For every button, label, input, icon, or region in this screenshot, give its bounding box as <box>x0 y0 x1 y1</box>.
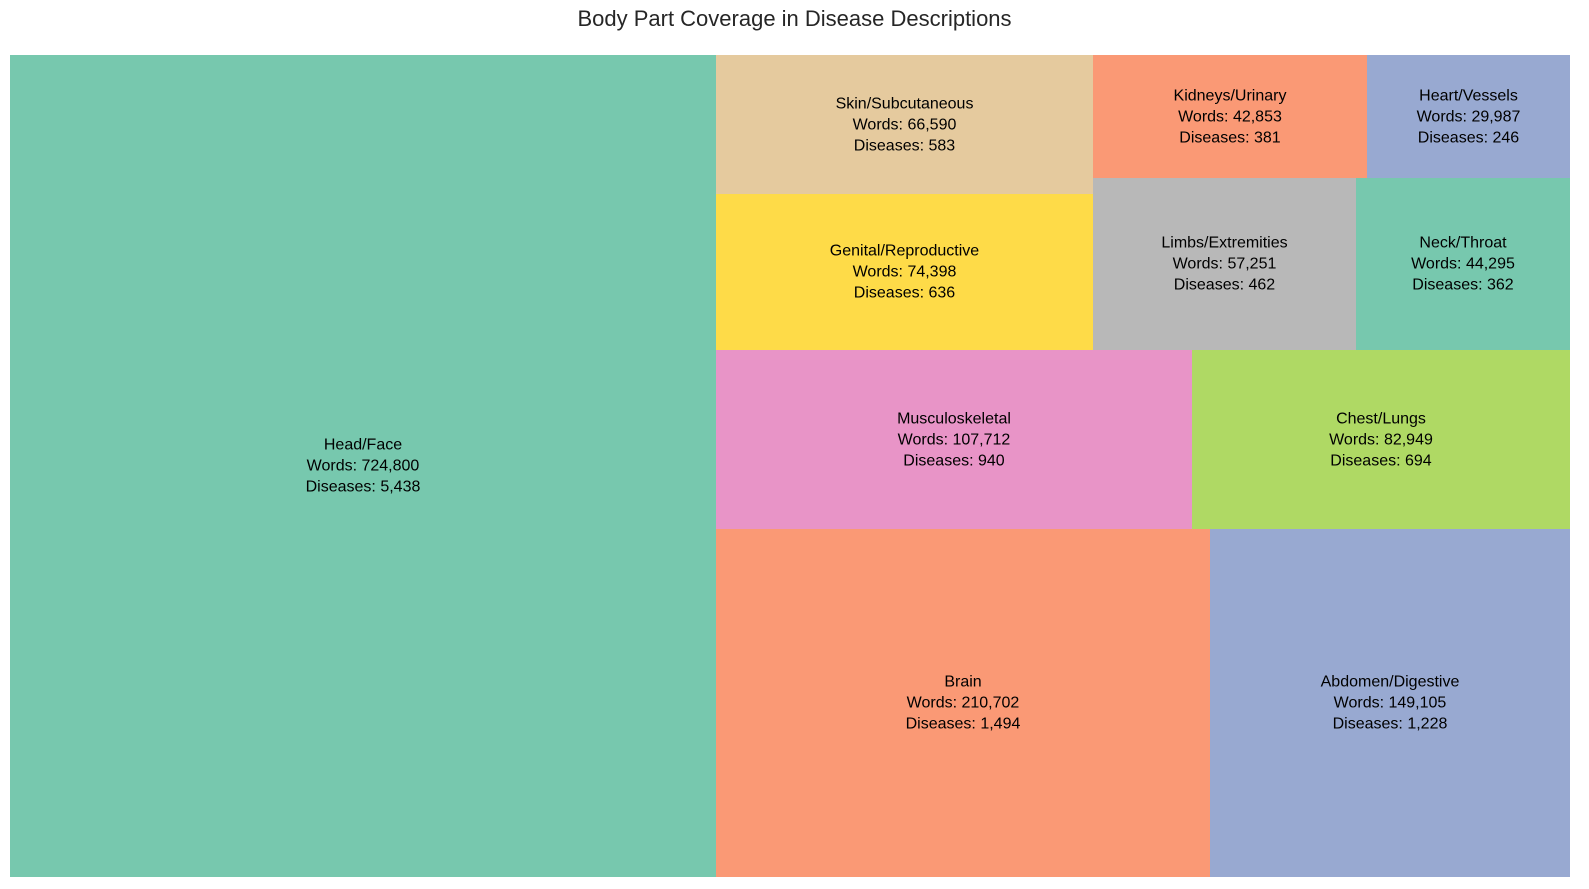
treemap-tile-abdomen-digestive: Abdomen/Digestive Words: 149,105 Diseases:… <box>1210 529 1570 877</box>
tile-diseases: Diseases: 246 <box>1417 129 1520 146</box>
tile-label: Neck/Throat Words: 44,295 Diseases: 362 <box>1356 233 1570 296</box>
tile-name: Kidneys/Urinary <box>1173 87 1287 104</box>
tile-name: Genital/Reproductive <box>829 242 980 260</box>
tile-label: Genital/Reproductive Words: 74,398 Disease… <box>716 241 1093 304</box>
treemap-tile-skin-subcutaneous: Skin/Subcutaneous Words: 66,590 Diseases: … <box>716 55 1093 194</box>
tile-name: Limbs/Extremities <box>1161 234 1288 252</box>
treemap-tile-genital-reproductive: Genital/Reproductive Words: 74,398 Disease… <box>716 194 1093 350</box>
tile-name: Skin/Subcutaneous <box>835 95 974 112</box>
tile-words: Words: 29,987 <box>1416 108 1521 125</box>
tile-words: Words: 107,712 <box>897 431 1011 448</box>
tile-label: Limbs/Extremities Words: 57,251 Diseases: … <box>1093 233 1356 296</box>
tile-words: Words: 82,949 <box>1329 431 1433 448</box>
tile-diseases: Diseases: 583 <box>853 137 956 154</box>
tile-words: Words: 724,800 <box>306 457 420 475</box>
tile-diseases: Diseases: 462 <box>1173 276 1276 294</box>
tile-diseases: Diseases: 5,438 <box>305 478 421 496</box>
tile-words: Words: 44,295 <box>1411 255 1515 273</box>
tile-label: Musculoskeletal Words: 107,712 Diseases: 9… <box>716 408 1192 471</box>
tile-label: Kidneys/Urinary Words: 42,853 Diseases: 38… <box>1093 85 1367 148</box>
tile-name: Heart/Vessels <box>1419 87 1518 104</box>
tile-words: Words: 210,702 <box>906 694 1020 712</box>
treemap-tile-kidneys-urinary: Kidneys/Urinary Words: 42,853 Diseases: 38… <box>1093 55 1367 178</box>
tile-diseases: Diseases: 362 <box>1412 276 1514 294</box>
tile-name: Brain <box>944 673 982 691</box>
tile-name: Neck/Throat <box>1419 234 1507 252</box>
treemap-tile-neck-throat: Neck/Throat Words: 44,295 Diseases: 362 <box>1356 178 1570 350</box>
tile-name: Abdomen/Digestive <box>1320 673 1460 691</box>
tile-label: Chest/Lungs Words: 82,949 Diseases: 694 <box>1192 408 1570 471</box>
tile-label: Head/Face Words: 724,800 Diseases: 5,438 <box>10 435 716 498</box>
tile-name: Head/Face <box>323 436 403 454</box>
tile-diseases: Diseases: 381 <box>1179 129 1281 146</box>
tile-diseases: Diseases: 940 <box>903 452 1005 469</box>
treemap-tile-chest-lungs: Chest/Lungs Words: 82,949 Diseases: 694 <box>1192 350 1570 529</box>
treemap-tile-musculoskeletal: Musculoskeletal Words: 107,712 Diseases: 9… <box>716 350 1192 529</box>
treemap: Head/Face Words: 724,800 Diseases: 5,438 Br… <box>10 55 1570 877</box>
treemap-tile-limbs-extremities: Limbs/Extremities Words: 57,251 Diseases: … <box>1093 178 1356 350</box>
treemap-tile-heart-vessels: Heart/Vessels Words: 29,987 Diseases: 246 <box>1367 55 1570 178</box>
tile-words: Words: 66,590 <box>852 116 957 133</box>
tile-diseases: Diseases: 636 <box>853 284 956 302</box>
tile-words: Words: 42,853 <box>1178 108 1282 125</box>
tile-label: Abdomen/Digestive Words: 149,105 Diseases:… <box>1210 672 1570 735</box>
tile-words: Words: 149,105 <box>1333 694 1447 712</box>
tile-words: Words: 74,398 <box>852 263 957 281</box>
chart-title: Body Part Coverage in Disease Descriptio… <box>577 6 1012 31</box>
tile-label: Heart/Vessels Words: 29,987 Diseases: 246 <box>1367 85 1570 148</box>
tile-diseases: Diseases: 1,494 <box>905 715 1021 733</box>
tile-label: Brain Words: 210,702 Diseases: 1,494 <box>716 672 1210 735</box>
tile-label: Skin/Subcutaneous Words: 66,590 Diseases: … <box>716 93 1093 156</box>
treemap-tile-brain: Brain Words: 210,702 Diseases: 1,494 <box>716 529 1210 877</box>
tile-name: Musculoskeletal <box>897 410 1011 427</box>
tile-name: Chest/Lungs <box>1336 410 1426 427</box>
tile-words: Words: 57,251 <box>1172 255 1277 273</box>
treemap-tile-head-face: Head/Face Words: 724,800 Diseases: 5,438 <box>10 55 716 877</box>
tile-diseases: Diseases: 1,228 <box>1332 715 1448 733</box>
tile-diseases: Diseases: 694 <box>1330 452 1432 469</box>
